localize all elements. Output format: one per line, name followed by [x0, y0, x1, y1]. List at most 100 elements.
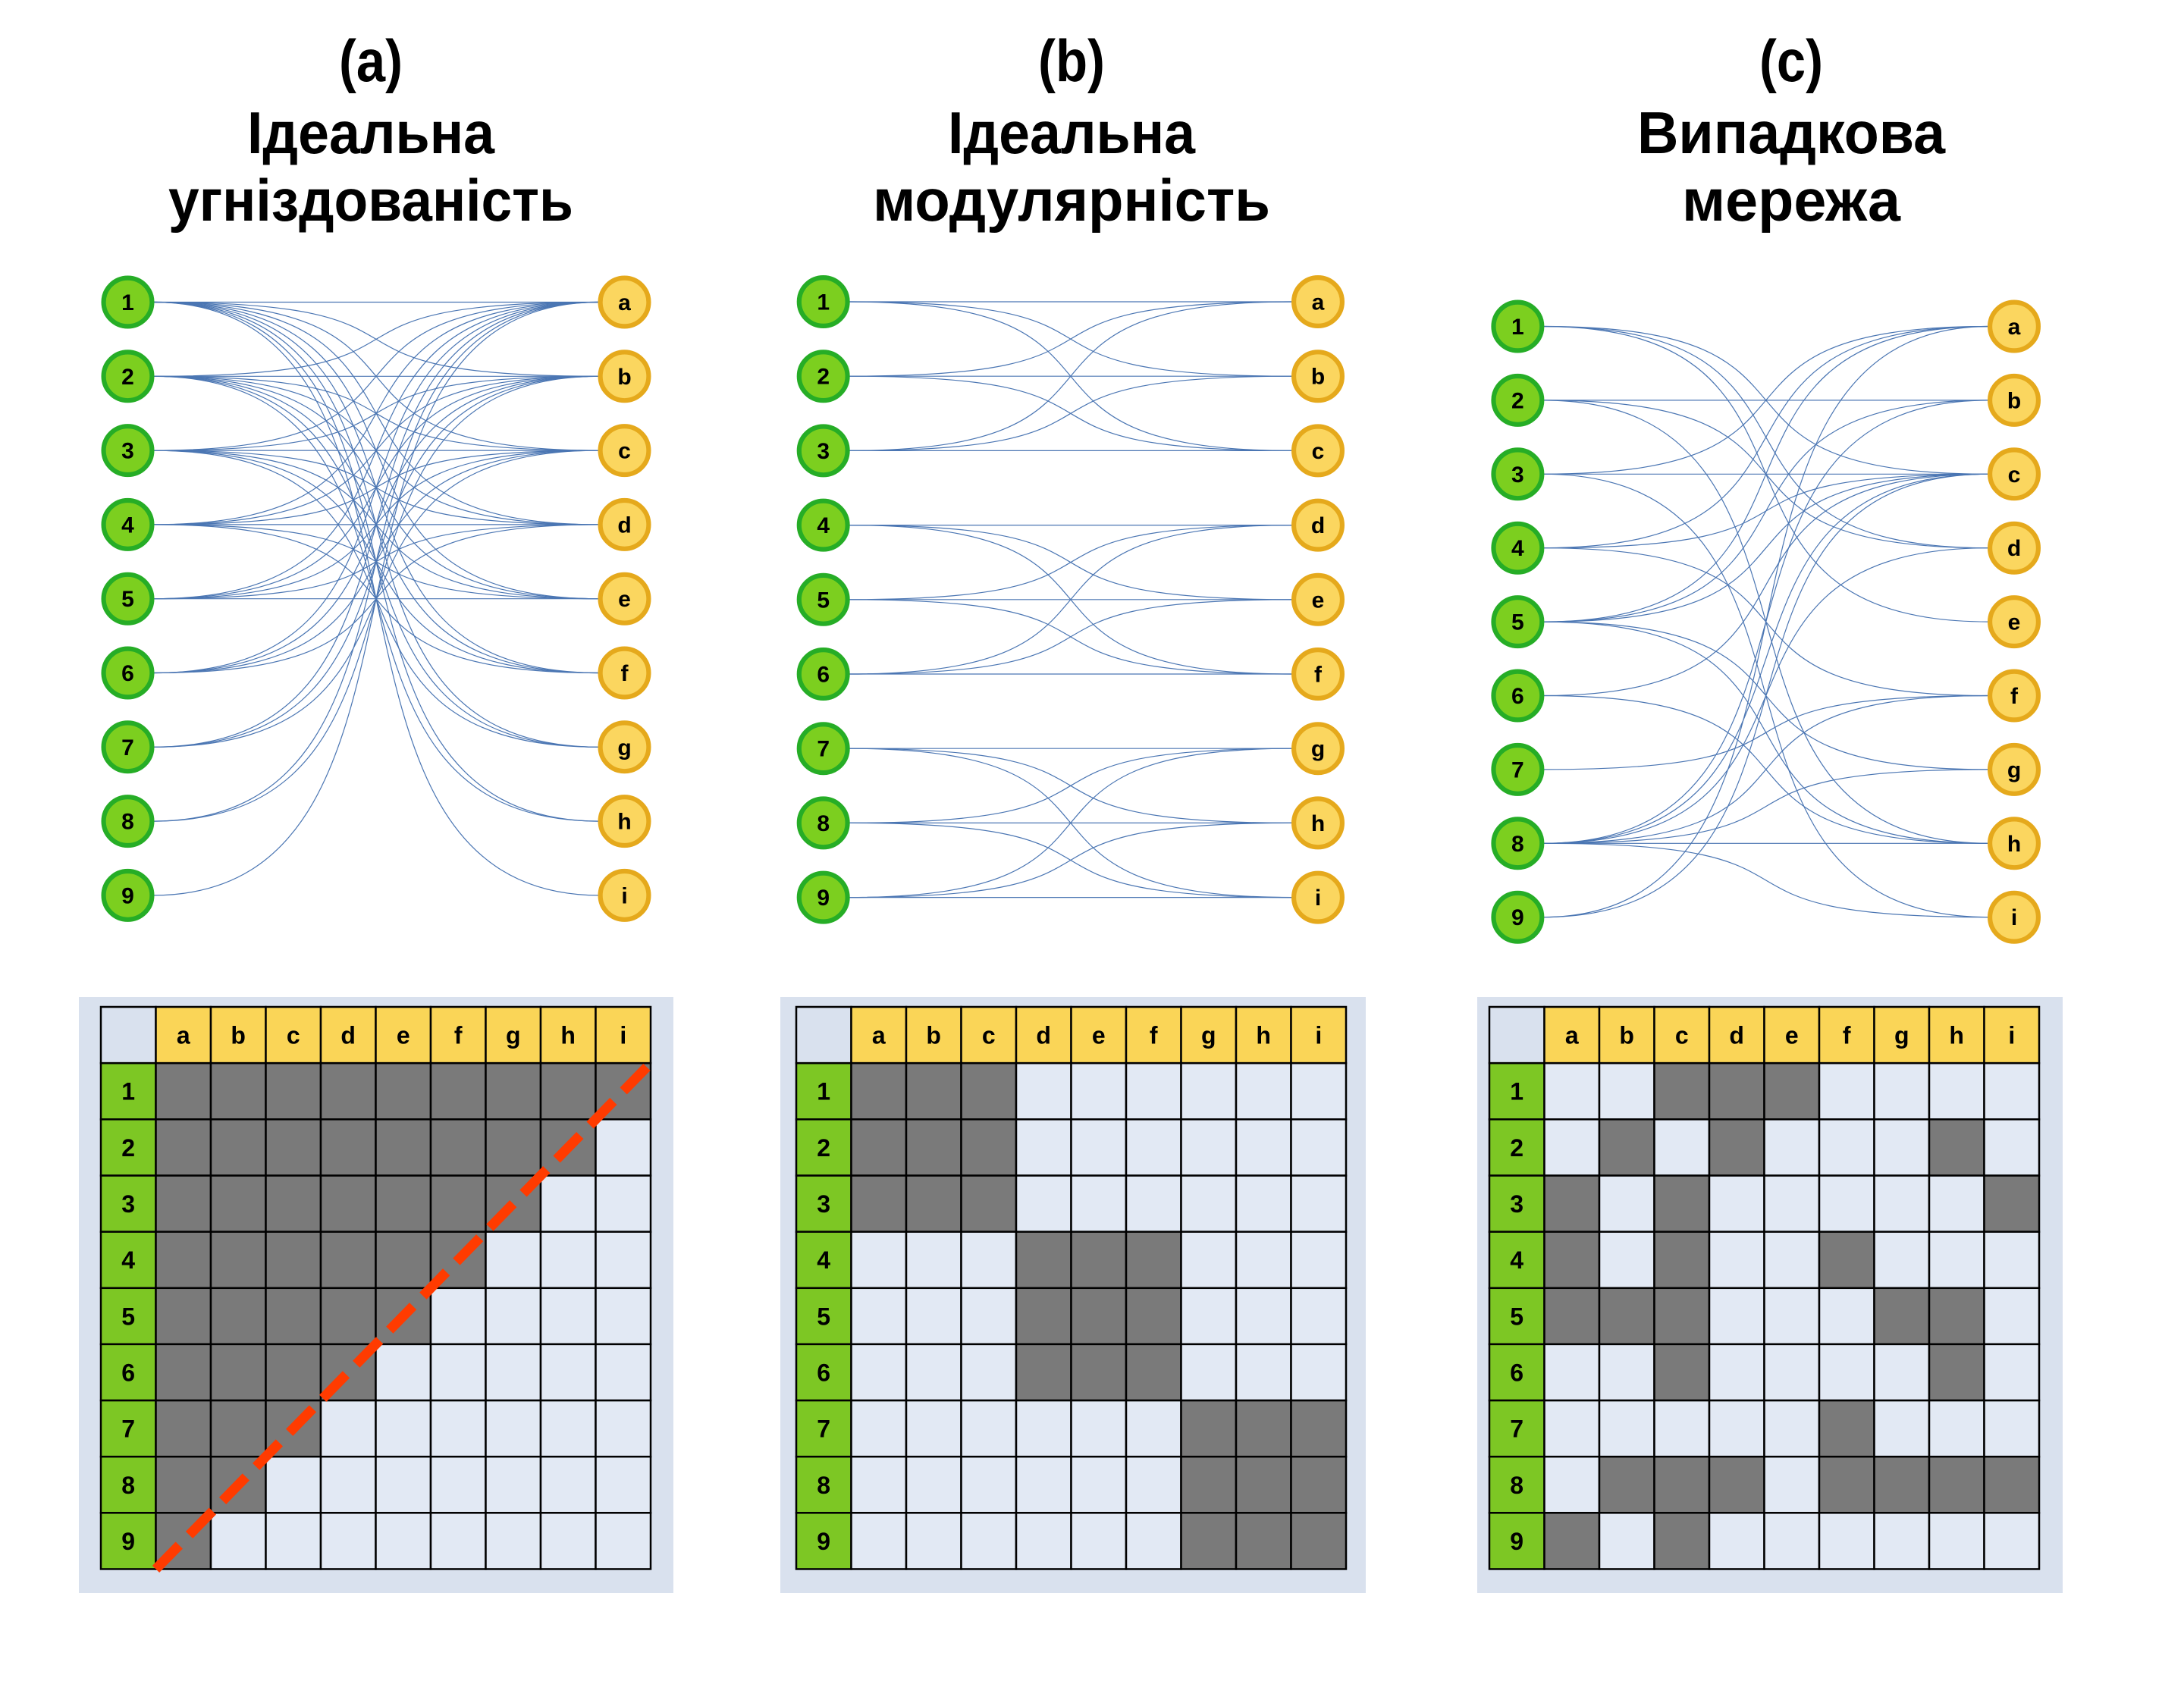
svg-text:4: 4 [121, 1246, 135, 1274]
svg-text:h: h [2007, 832, 2021, 857]
svg-text:6: 6 [121, 661, 134, 686]
svg-text:5: 5 [817, 1303, 830, 1330]
svg-text:e: e [397, 1022, 410, 1049]
svg-text:i: i [1315, 1022, 1322, 1049]
svg-text:f: f [2010, 684, 2019, 709]
svg-text:7: 7 [121, 735, 134, 760]
svg-text:i: i [2011, 905, 2017, 930]
svg-text:2: 2 [817, 1134, 830, 1162]
svg-text:5: 5 [121, 1303, 135, 1330]
svg-text:(b): (b) [1038, 27, 1105, 94]
svg-text:3: 3 [1510, 1190, 1523, 1218]
svg-text:d: d [1729, 1022, 1744, 1049]
svg-text:g: g [1201, 1022, 1216, 1049]
svg-text:c: c [2008, 463, 2021, 488]
svg-text:a: a [1312, 290, 1325, 315]
svg-text:6: 6 [121, 1359, 135, 1387]
svg-text:1: 1 [817, 290, 830, 315]
svg-text:g: g [506, 1022, 521, 1049]
svg-text:c: c [982, 1022, 996, 1049]
svg-text:2: 2 [121, 1134, 135, 1162]
svg-text:d: d [340, 1022, 356, 1049]
svg-text:8: 8 [817, 1472, 830, 1499]
svg-text:9: 9 [817, 1528, 830, 1555]
svg-text:d: d [617, 513, 631, 538]
svg-text:a: a [2008, 315, 2021, 340]
svg-text:Ідеальна: Ідеальна [948, 99, 1196, 166]
svg-text:h: h [1949, 1022, 1964, 1049]
svg-text:f: f [1150, 1022, 1158, 1049]
svg-text:1: 1 [1510, 1078, 1523, 1105]
svg-text:3: 3 [1511, 463, 1524, 488]
svg-text:h: h [1311, 811, 1325, 836]
svg-text:7: 7 [1510, 1416, 1523, 1443]
svg-text:h: h [1256, 1022, 1271, 1049]
svg-text:7: 7 [817, 737, 830, 762]
svg-text:e: e [1092, 1022, 1106, 1049]
svg-text:2: 2 [1511, 388, 1524, 413]
svg-text:9: 9 [121, 883, 134, 908]
svg-text:3: 3 [121, 439, 134, 464]
svg-text:угніздованість: угніздованість [168, 167, 573, 234]
svg-text:мережа: мережа [1682, 167, 1901, 234]
svg-text:5: 5 [121, 587, 134, 612]
svg-text:4: 4 [817, 513, 830, 538]
svg-text:e: e [1312, 588, 1325, 613]
svg-text:2: 2 [121, 365, 134, 390]
svg-text:7: 7 [817, 1416, 830, 1443]
svg-text:4: 4 [121, 513, 134, 538]
svg-text:a: a [177, 1022, 190, 1049]
svg-text:8: 8 [121, 810, 134, 835]
svg-text:4: 4 [1511, 536, 1524, 561]
svg-text:i: i [620, 1022, 626, 1049]
svg-text:9: 9 [817, 886, 830, 911]
svg-text:3: 3 [817, 439, 830, 464]
svg-text:e: e [1785, 1022, 1799, 1049]
svg-text:c: c [1312, 439, 1325, 464]
svg-text:g: g [1894, 1022, 1909, 1049]
svg-text:3: 3 [817, 1190, 830, 1218]
svg-text:g: g [2007, 757, 2021, 782]
svg-text:(c): (c) [1759, 27, 1823, 94]
svg-text:c: c [618, 439, 631, 464]
svg-text:g: g [1311, 737, 1325, 762]
svg-text:e: e [618, 587, 631, 612]
svg-text:9: 9 [1510, 1528, 1523, 1555]
svg-text:1: 1 [1511, 315, 1524, 340]
svg-text:5: 5 [1511, 610, 1524, 635]
svg-text:модулярність: модулярність [873, 167, 1270, 234]
svg-text:8: 8 [817, 811, 830, 836]
svg-text:5: 5 [817, 588, 830, 613]
svg-text:d: d [1311, 513, 1325, 538]
svg-text:b: b [926, 1022, 941, 1049]
svg-text:i: i [1315, 886, 1321, 911]
svg-text:f: f [454, 1022, 463, 1049]
svg-text:4: 4 [1510, 1246, 1523, 1274]
svg-text:3: 3 [121, 1190, 135, 1218]
svg-text:4: 4 [817, 1246, 830, 1274]
svg-text:c: c [1675, 1022, 1689, 1049]
svg-text:6: 6 [1511, 684, 1524, 709]
svg-text:b: b [617, 365, 631, 390]
svg-text:c: c [287, 1022, 300, 1049]
svg-text:2: 2 [817, 365, 830, 390]
svg-text:7: 7 [121, 1416, 135, 1443]
svg-text:Ідеальна: Ідеальна [247, 99, 495, 166]
svg-text:f: f [1843, 1022, 1851, 1049]
svg-text:i: i [621, 883, 627, 908]
svg-text:g: g [617, 735, 631, 760]
svg-text:a: a [872, 1022, 886, 1049]
svg-text:h: h [560, 1022, 576, 1049]
svg-text:a: a [618, 290, 631, 315]
svg-text:8: 8 [1511, 832, 1524, 857]
svg-text:a: a [1565, 1022, 1579, 1049]
svg-text:d: d [2007, 536, 2021, 561]
svg-text:(a): (a) [339, 27, 403, 94]
svg-text:7: 7 [1511, 757, 1524, 782]
svg-text:b: b [1311, 365, 1325, 390]
svg-text:Випадкова: Випадкова [1637, 99, 1946, 166]
svg-text:9: 9 [1511, 905, 1524, 930]
svg-text:1: 1 [817, 1078, 830, 1105]
svg-text:2: 2 [1510, 1134, 1523, 1162]
svg-text:5: 5 [1510, 1303, 1523, 1330]
